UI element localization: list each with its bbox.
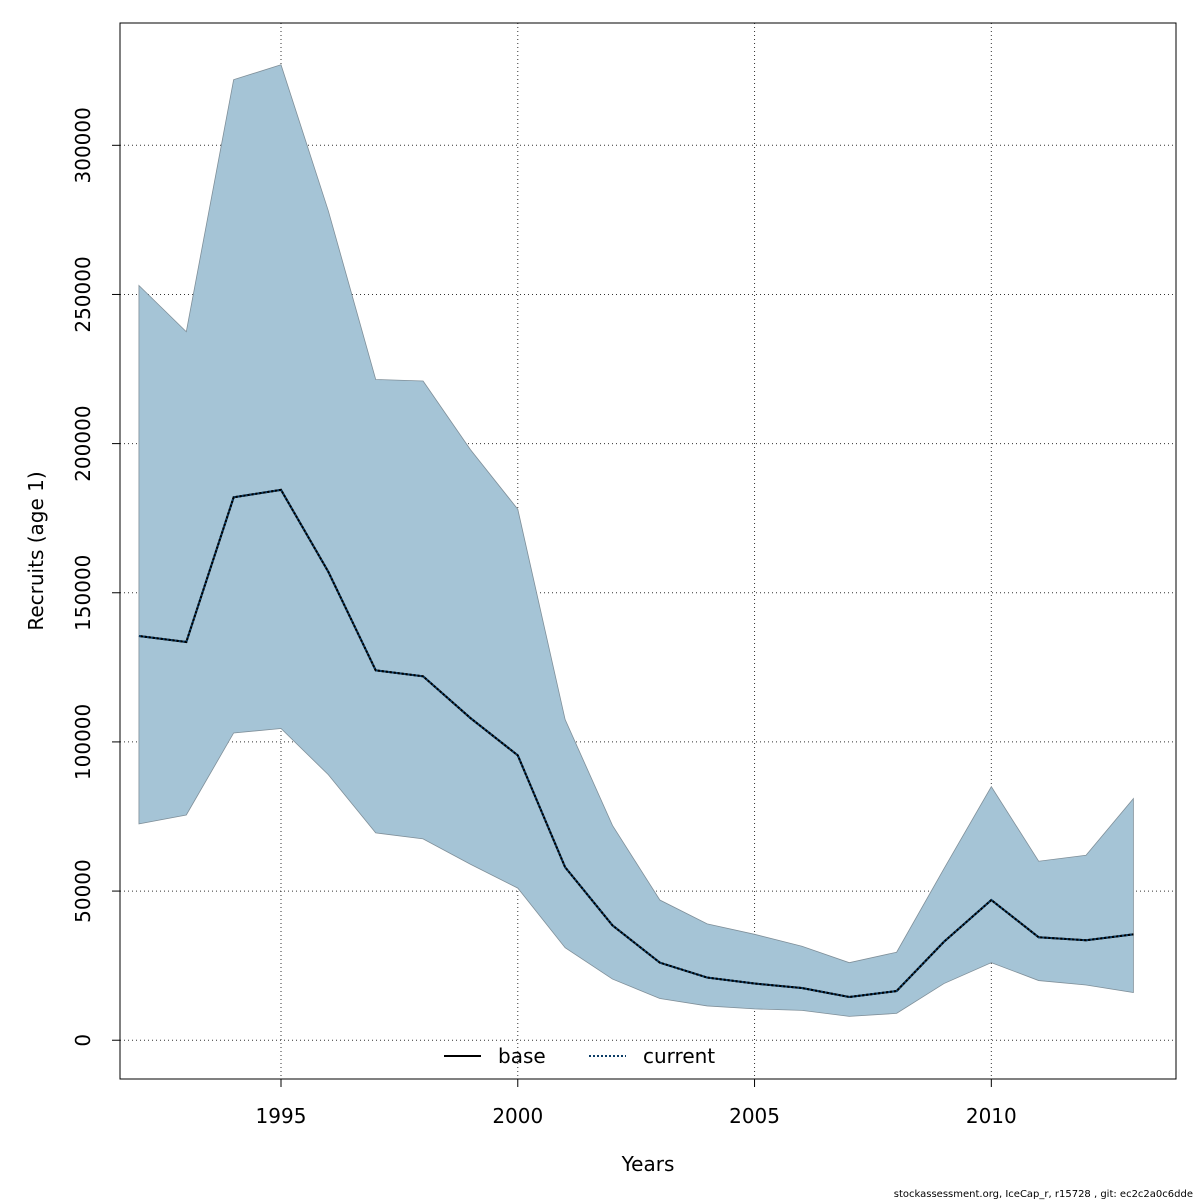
y-tick-label-250000: 250000: [71, 256, 95, 332]
confidence-band-layer: [138, 64, 1134, 1017]
confidence-band: [138, 64, 1134, 1017]
x-tick-label-2010: 2010: [966, 1104, 1017, 1128]
y-tick-label-0: 0: [71, 1034, 95, 1047]
y-tick-label-100000: 100000: [71, 704, 95, 780]
y-axis: 0 50000 100000 150000 200000 250000 300000: [71, 107, 120, 1047]
y-tick-label-300000: 300000: [71, 107, 95, 183]
legend: base current: [444, 1044, 715, 1068]
y-tick-label-50000: 50000: [71, 859, 95, 923]
x-tick-label-2000: 2000: [492, 1104, 543, 1128]
legend-current-label: current: [643, 1044, 715, 1068]
series-current-line-accent: [138, 488, 1134, 998]
footer-credit: stockassessment.org, IceCap_r, r15728 , …: [894, 1189, 1193, 1200]
x-tick-label-1995: 1995: [256, 1104, 307, 1128]
plot-frame: [119, 22, 1177, 1080]
x-axis-title: Years: [621, 1152, 675, 1176]
series-current-line: [138, 488, 1134, 998]
y-tick-label-150000: 150000: [71, 555, 95, 631]
series-layer: [138, 488, 1134, 998]
x-tick-label-2005: 2005: [729, 1104, 780, 1128]
x-axis: 1995 2000 2005 2010: [256, 1079, 1017, 1128]
y-tick-label-200000: 200000: [71, 405, 95, 481]
y-axis-title: Recruits (age 1): [24, 471, 48, 630]
legend-base-label: base: [498, 1044, 546, 1068]
